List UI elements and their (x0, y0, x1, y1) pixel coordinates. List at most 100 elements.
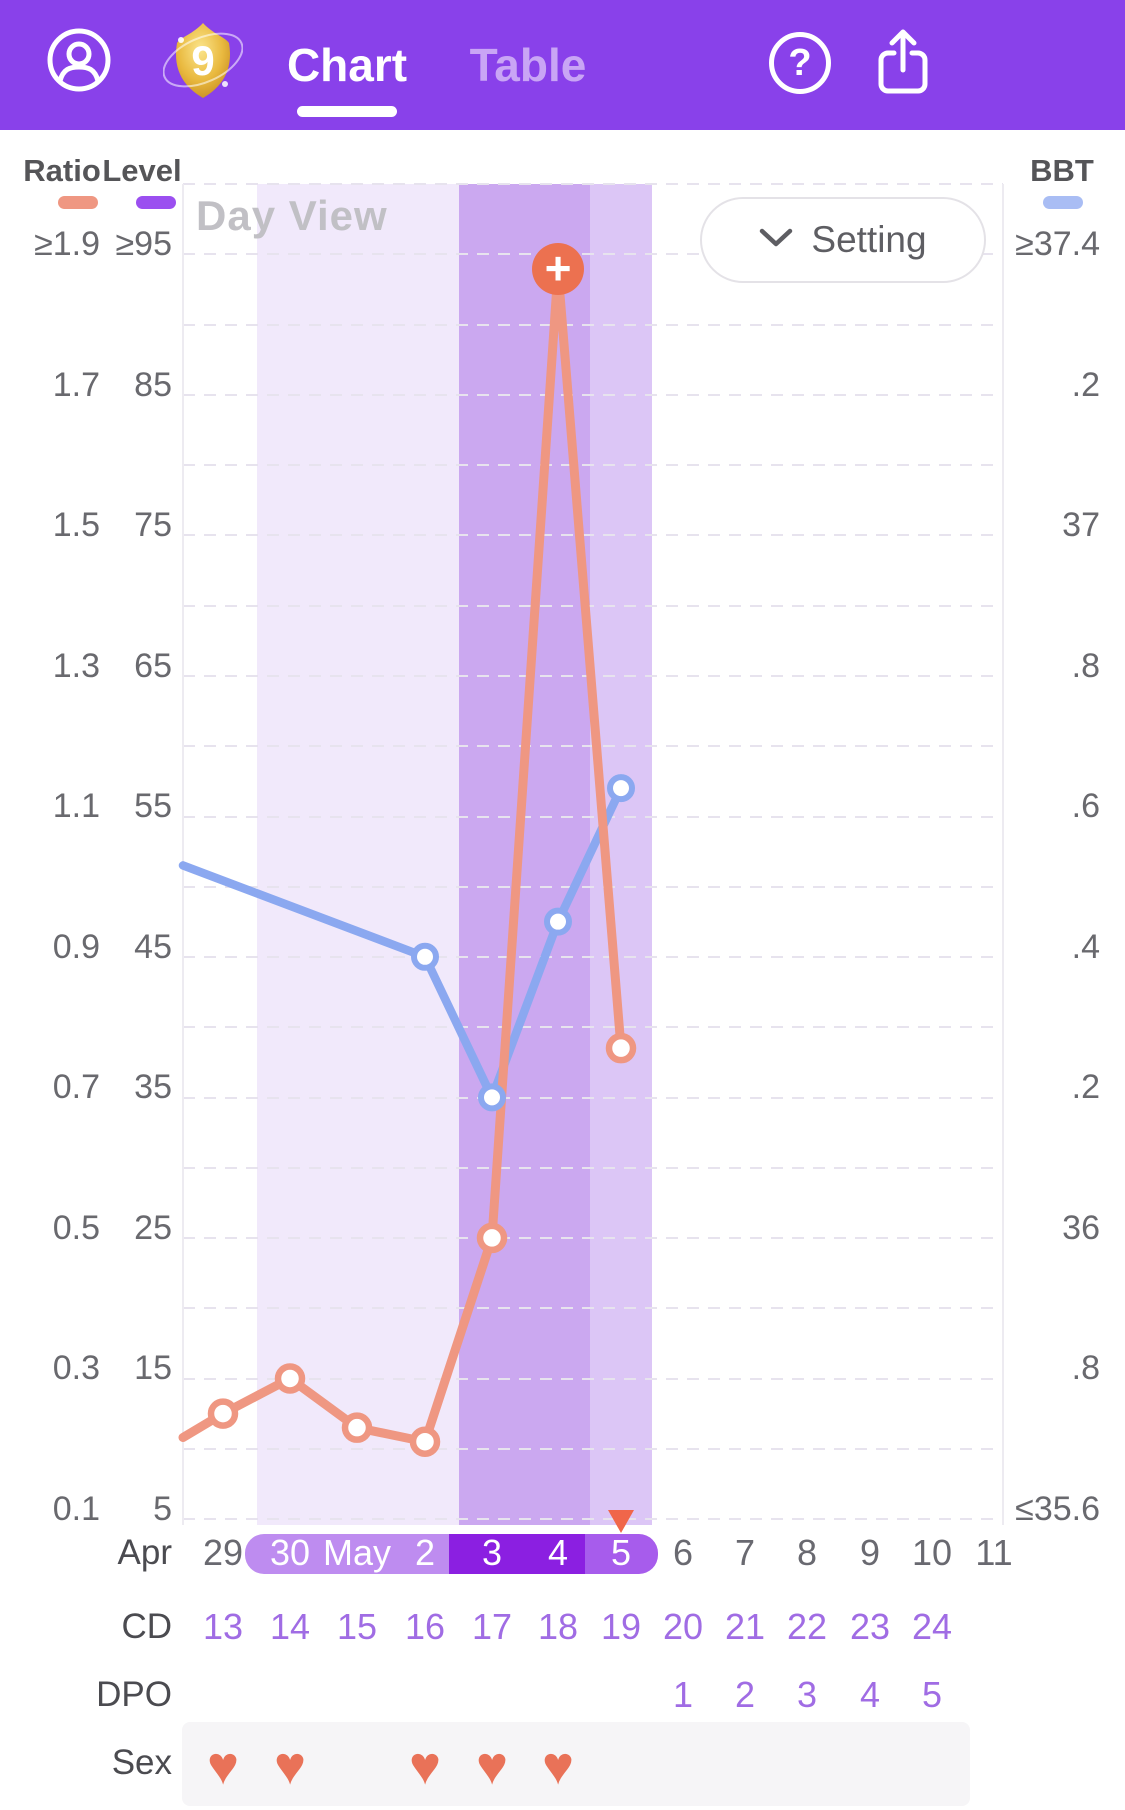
date-cell[interactable]: 8 (796, 1532, 818, 1573)
chevron-down-icon (759, 227, 793, 254)
ratio-data-point[interactable] (274, 1363, 306, 1394)
setting-dropdown-button[interactable]: Setting (700, 197, 986, 283)
date-cell[interactable]: 4 (547, 1532, 569, 1573)
bbt-tick-label: .8 (1071, 1349, 1100, 1388)
chart-right-border (1002, 184, 1004, 1525)
cd-value: 14 (269, 1606, 311, 1647)
level-tick-label: ≥95 (115, 225, 172, 263)
heart-icon[interactable]: ♥ (206, 1736, 240, 1796)
dpo-value: 2 (734, 1674, 756, 1715)
date-cell[interactable]: 30 (269, 1532, 311, 1573)
tab-table[interactable]: Table (469, 39, 587, 91)
cd-value: 13 (202, 1606, 244, 1647)
month-label: Apr (117, 1533, 172, 1572)
sex-row-label: Sex (111, 1743, 172, 1782)
bbt-tick-label: .6 (1071, 787, 1100, 826)
streak-badge-icon[interactable]: 9 (162, 20, 244, 102)
cd-value: 21 (724, 1606, 766, 1647)
heart-icon[interactable]: ♥ (475, 1736, 509, 1796)
cd-value: 17 (471, 1606, 513, 1647)
heart-icon[interactable]: ♥ (273, 1736, 307, 1796)
date-cell[interactable]: 11 (975, 1532, 1013, 1573)
cd-value: 19 (600, 1606, 642, 1647)
dpo-value: 5 (921, 1674, 943, 1715)
date-pill-today (585, 1534, 658, 1574)
profile-icon[interactable] (46, 27, 112, 93)
level-tick-label: 25 (134, 1208, 172, 1247)
ratio-tick-label: 0.5 (52, 1208, 100, 1247)
bbt-legend-swatch (1043, 196, 1083, 209)
cd-value: 22 (786, 1606, 828, 1647)
bbt-tick-label: 37 (1062, 506, 1100, 545)
cd-value: 15 (336, 1606, 378, 1647)
level-tick-label: 15 (134, 1349, 172, 1388)
date-cell[interactable]: May (322, 1532, 391, 1573)
ratio-data-point[interactable] (605, 1032, 637, 1064)
dpo-value: 3 (796, 1674, 818, 1715)
date-cell[interactable]: 6 (672, 1532, 694, 1573)
bbt-axis-title: BBT (1030, 153, 1094, 188)
bbt-tick-label: ≥37.4 (1015, 225, 1100, 263)
chart-gridline (183, 183, 1003, 185)
ratio-data-point[interactable] (409, 1426, 441, 1457)
date-cell[interactable]: 10 (911, 1532, 953, 1573)
bbt-tick-label: .2 (1071, 365, 1100, 404)
ratio-legend-swatch (58, 196, 98, 209)
date-cell[interactable]: 3 (481, 1532, 503, 1573)
chart-gridline (183, 1518, 1003, 1521)
cd-value: 20 (662, 1606, 704, 1647)
bbt-data-point[interactable] (411, 942, 439, 971)
ratio-axis-title: Ratio (23, 153, 101, 188)
bbt-data-point[interactable] (607, 774, 635, 803)
date-pill-fertile-light (245, 1534, 449, 1574)
ratio-data-point[interactable] (341, 1412, 373, 1443)
peak-plus-marker[interactable] (532, 243, 584, 295)
bbt-data-point[interactable] (478, 1083, 506, 1112)
bbt-data-point[interactable] (544, 907, 572, 936)
cd-value: 18 (537, 1606, 579, 1647)
date-cell[interactable]: 29 (202, 1532, 244, 1573)
badge-count: 9 (191, 37, 214, 84)
date-cell[interactable]: 2 (414, 1532, 436, 1573)
ratio-tick-label: 1.5 (52, 506, 100, 545)
date-cell[interactable]: 7 (734, 1532, 756, 1573)
help-icon[interactable]: ? (769, 32, 831, 94)
level-axis-title: Level (102, 153, 182, 188)
level-legend-swatch (136, 196, 176, 209)
date-pill-fertile-dark (449, 1534, 585, 1574)
heart-icon[interactable]: ♥ (541, 1736, 575, 1796)
dpo-row-label: DPO (96, 1675, 172, 1714)
level-tick-label: 45 (134, 927, 172, 966)
heart-icon[interactable]: ♥ (408, 1736, 442, 1796)
share-icon[interactable] (868, 26, 938, 98)
date-cell[interactable]: 9 (859, 1532, 881, 1573)
view-mode-watermark: Day View (196, 192, 388, 239)
level-tick-label: 55 (134, 787, 172, 826)
cd-value: 23 (849, 1606, 891, 1647)
ratio-tick-label: 0.1 (52, 1490, 100, 1529)
level-tick-label: 65 (134, 646, 172, 685)
bbt-tick-label: ≤35.6 (1015, 1490, 1100, 1529)
dpo-value: 1 (672, 1674, 694, 1715)
cd-row-label: CD (121, 1607, 172, 1646)
tab-chart[interactable]: Chart (286, 39, 408, 91)
level-tick-label: 5 (153, 1490, 172, 1529)
dpo-value: 4 (859, 1674, 881, 1715)
sex-row-strip (182, 1722, 970, 1806)
date-cell[interactable]: 5 (610, 1532, 632, 1573)
bbt-tick-label: .4 (1071, 927, 1100, 966)
level-tick-label: 75 (134, 506, 172, 545)
setting-label: Setting (811, 219, 927, 260)
ratio-data-point[interactable] (207, 1398, 239, 1429)
bbt-tick-label: .8 (1071, 646, 1100, 685)
level-tick-label: 35 (134, 1068, 172, 1107)
tab-chart-underline (297, 106, 397, 117)
ratio-tick-label: ≥1.9 (34, 225, 100, 263)
bbt-tick-label: 36 (1062, 1208, 1100, 1247)
cd-value: 24 (911, 1606, 953, 1647)
ratio-tick-label: 1.1 (52, 787, 100, 826)
chart-gridline (183, 253, 1003, 256)
ratio-data-point[interactable] (476, 1222, 508, 1254)
